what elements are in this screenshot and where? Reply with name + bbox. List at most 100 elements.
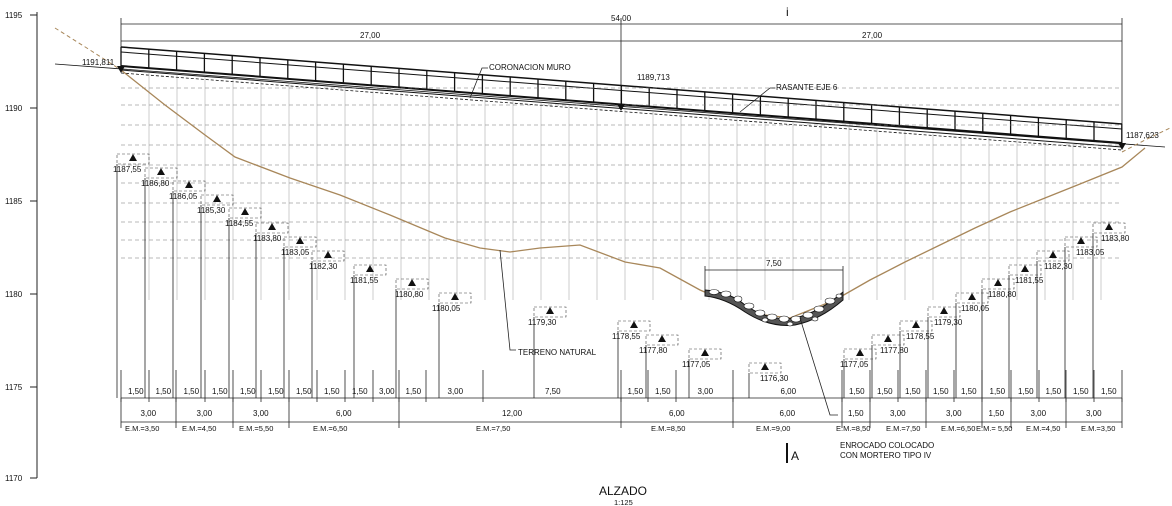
footing-level-label: 1183,05 [1076,248,1105,257]
level-center-top: 1189,713 [637,73,670,82]
level-marker [324,251,332,258]
em-label: E.M.=3,50 [1081,424,1115,433]
level-marker [296,237,304,244]
step-dimension: 1,50 [905,387,921,396]
step-dimension: 1,50 [156,387,172,396]
step-dimension: 1,50 [849,387,865,396]
step-dimension: 1,50 [268,387,284,396]
level-marker [884,335,892,342]
section-mark-bottom: A [791,449,799,463]
terrain-label: TERRENO NATURAL [518,348,597,357]
step-dimension: 1,50 [990,387,1006,396]
left-half-dimension: 27,00 [360,31,381,40]
leader-lines [469,67,838,416]
level-marker [408,279,416,286]
level-right-top: 1187,623 [1126,131,1159,140]
step-dimension: 1,50 [1101,387,1117,396]
footing-level-label: 1177,80 [639,346,668,355]
step-dimension: 6,00 [781,387,797,396]
step-dimension: 1,50 [352,387,368,396]
em-label: E.M.=4,50 [1026,424,1060,433]
group-dimension: 3,00 [890,409,906,418]
axis-label-1185: 1185 [5,197,23,206]
enrocado-label-1: ENROCADO COLOCADO [840,441,934,450]
level-marker [1077,237,1085,244]
em-label: E.M.=6,50 [941,424,975,433]
step-dimension: 1,50 [1046,387,1062,396]
level-marker [1105,223,1113,230]
level-marker [658,335,666,342]
footing-level-label: 1180,05 [961,304,990,313]
level-marker [157,168,165,175]
group-dimension: 6,00 [336,409,352,418]
step-dimension: 1,50 [877,387,893,396]
step-dimension: 1,50 [406,387,422,396]
footing-level-label: 1186,80 [141,179,170,188]
level-marker [940,307,948,314]
level-marker [241,208,249,215]
step-dimension: 1,50 [655,387,671,396]
step-dimension: 1,50 [1073,387,1089,396]
bottom-dimensions: 1,50 1,50 1,50 1,50 1,50 1,50 1,50 1,50 1,50 3,00… [120,370,1123,433]
level-marker [185,181,193,188]
em-label: E.M.=8,50 [651,424,685,433]
footing-level-label: 1184,55 [225,219,254,228]
section-mark-top: i [786,5,789,19]
group-dimension: 3,00 [1086,409,1102,418]
level-marker [213,195,221,202]
footing-level-label: 1177,80 [880,346,909,355]
level-marker [856,349,864,356]
footing-level-label: 1181,55 [350,276,379,285]
terrain-extension-right [1121,127,1171,153]
axis-label-1170: 1170 [5,474,23,483]
footing-level-label: 1179,30 [934,318,963,327]
footing-level-label: 1180,80 [395,290,424,299]
footing-level-label: 1183,80 [253,234,282,243]
elevation-axis: 1195 1190 1185 1180 1175 1170 [5,11,38,483]
drawing-title: ALZADO [599,484,647,498]
rasante-label: RASANTE EJE 6 [776,83,838,92]
step-dimension: 1,50 [296,387,312,396]
group-dimension: 3,00 [197,409,213,418]
group-dimension: 1,50 [848,409,864,418]
em-label: E.M.=3,50 [125,424,159,433]
level-marker [451,293,459,300]
group-dimension: 3,00 [946,409,962,418]
step-dimension: 3,00 [379,387,395,396]
step-dimension: 1,50 [933,387,949,396]
top-level-markers [117,66,1126,150]
step-dimension: 1,50 [128,387,144,396]
enrocado-label-2: CON MORTERO TIPO IV [840,451,932,460]
level-marker [268,223,276,230]
em-label: E.M.=8,50 [836,424,870,433]
level-marker [546,307,554,314]
level-marker [1049,251,1057,258]
footing-level-label: 1182,30 [1044,262,1073,271]
step-dimension: 1,50 [628,387,644,396]
step-dimension: 1,50 [324,387,340,396]
footing-level-label: 1177,05 [682,360,711,369]
total-span-dimension: 54,00 [611,14,632,23]
group-dimension: 1,50 [989,409,1005,418]
riprap-width-label: 7,50 [766,259,782,268]
group-dimension: 3,00 [141,409,157,418]
terrain-extension-dashed [54,27,122,71]
level-marker [630,321,638,328]
level-marker [1021,265,1029,272]
group-dimension: 3,00 [253,409,269,418]
level-marker [912,321,920,328]
footing-level-label: 1176,30 [760,374,789,383]
guardrail-posts [120,47,1123,143]
step-dimension: 1,50 [184,387,200,396]
em-label: E.M.=7,50 [476,424,510,433]
group-dimension: 12,00 [502,409,523,418]
step-dimension: 1,50 [212,387,228,396]
level-left-top: 1191,811 [82,58,115,67]
em-label: E.M.= 5,50 [976,424,1012,433]
riprap-area [704,289,844,327]
em-label: E.M.=7,50 [886,424,920,433]
em-label: E.M.=9,00 [756,424,790,433]
footing-level-label: 1180,05 [432,304,461,313]
group-dimension: 6,00 [780,409,796,418]
axis-label-1175: 1175 [5,383,23,392]
